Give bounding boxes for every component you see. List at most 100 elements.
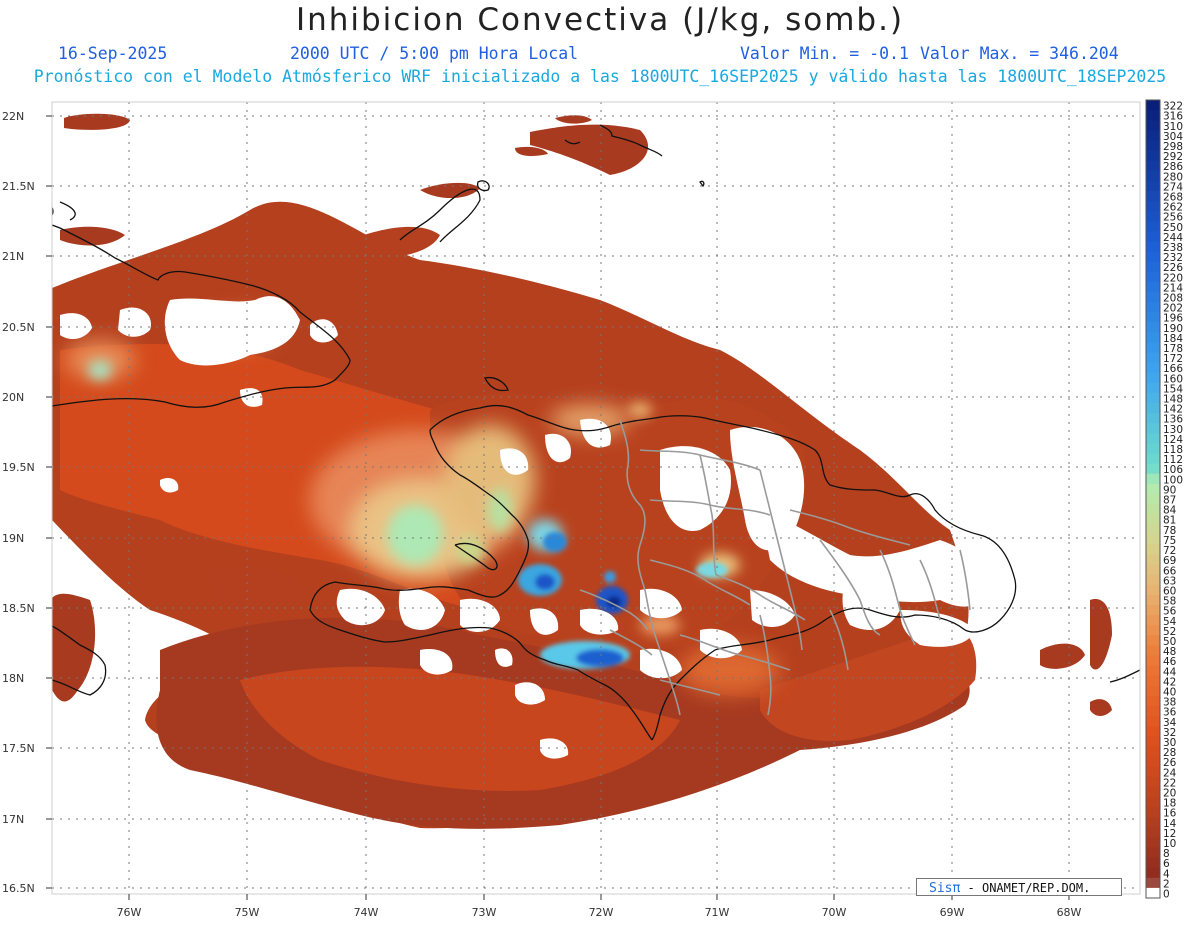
colorbar-swatch bbox=[1146, 625, 1160, 636]
colorbar-swatch bbox=[1146, 302, 1160, 313]
colorbar-swatch bbox=[1146, 322, 1160, 333]
colorbar-swatch bbox=[1146, 221, 1160, 232]
colorbar-swatch bbox=[1146, 817, 1160, 828]
colorbar-swatch bbox=[1146, 120, 1160, 131]
colorbar-swatch bbox=[1146, 130, 1160, 141]
colorbar-label: 136 bbox=[1163, 414, 1183, 426]
colorbar-label: 130 bbox=[1163, 424, 1183, 436]
colorbar-swatch bbox=[1146, 524, 1160, 535]
colorbar-swatch bbox=[1146, 736, 1160, 747]
colorbar-label: 232 bbox=[1163, 252, 1183, 264]
colorbar-swatch bbox=[1146, 150, 1160, 162]
colorbar-swatch bbox=[1146, 463, 1160, 475]
colorbar-label: 160 bbox=[1163, 373, 1183, 385]
colorbar-label: 286 bbox=[1163, 161, 1183, 173]
colorbar-label: 66 bbox=[1163, 565, 1177, 577]
colorbar-label: 214 bbox=[1163, 282, 1183, 294]
lat-label: 17N bbox=[2, 813, 24, 826]
province-borders bbox=[579, 419, 971, 716]
colorbar-swatch bbox=[1146, 271, 1160, 283]
colorbar-swatch bbox=[1146, 160, 1160, 172]
colorbar-label: 226 bbox=[1163, 262, 1183, 274]
credit-box: Sisπ - ONAMET/REP.DOM. bbox=[916, 878, 1122, 896]
colorbar-swatch bbox=[1146, 847, 1160, 859]
colorbar-label: 304 bbox=[1163, 131, 1183, 143]
colorbar-label: 322 bbox=[1163, 101, 1183, 113]
colorbar-swatch bbox=[1146, 857, 1160, 869]
lon-label: 75W bbox=[235, 906, 260, 919]
lon-label: 70W bbox=[822, 906, 847, 919]
colorbar-swatch bbox=[1146, 483, 1160, 495]
colorbar-swatch bbox=[1146, 574, 1160, 586]
colorbar-swatch bbox=[1146, 241, 1160, 253]
colorbar-label: 208 bbox=[1163, 293, 1183, 305]
colorbar-swatch bbox=[1146, 605, 1160, 616]
colorbar-label: 220 bbox=[1163, 272, 1183, 284]
lon-label: 76W bbox=[117, 906, 142, 919]
colorbar-swatch bbox=[1146, 564, 1160, 576]
min-value: Valor Min. = -0.1 bbox=[740, 44, 909, 63]
colorbar-swatch bbox=[1146, 110, 1160, 121]
lat-label: 16.5N bbox=[2, 882, 35, 895]
plot-frame bbox=[51, 101, 1141, 895]
longitude-labels: 76W 75W 74W 73W 72W 71W 70W 69W 68W bbox=[117, 906, 1082, 919]
colorbar-label: 54 bbox=[1163, 616, 1177, 628]
colorbar-label: 75 bbox=[1163, 535, 1176, 547]
colorbar-label: 2 bbox=[1163, 878, 1170, 890]
colorbar-label: 292 bbox=[1163, 151, 1183, 163]
colorbar-label: 298 bbox=[1163, 141, 1183, 153]
colorbar-swatch bbox=[1146, 392, 1160, 404]
colorbar-label: 56 bbox=[1163, 606, 1177, 618]
colorbar-swatch bbox=[1146, 100, 1160, 111]
colorbar-label: 256 bbox=[1163, 212, 1183, 224]
colorbar-label: 36 bbox=[1163, 707, 1177, 719]
colorbar-label: 12 bbox=[1163, 828, 1176, 840]
colorbar-label: 0 bbox=[1163, 888, 1170, 900]
lat-label: 19.5N bbox=[2, 461, 35, 474]
colorbar-swatch bbox=[1146, 665, 1160, 677]
colorbar-swatch bbox=[1146, 423, 1160, 434]
coastlines bbox=[52, 124, 1140, 741]
colorbar-swatch bbox=[1146, 453, 1160, 465]
lat-label: 17.5N bbox=[2, 742, 35, 755]
colorbar-swatch bbox=[1146, 807, 1160, 818]
colorbar-label: 4 bbox=[1163, 868, 1170, 880]
colorbar-label: 72 bbox=[1163, 545, 1176, 557]
colorbar-swatch bbox=[1146, 291, 1160, 303]
forecast-description: Pronóstico con el Modelo Atmósferico WRF… bbox=[33, 67, 1167, 86]
colorbar-label: 63 bbox=[1163, 575, 1176, 587]
colorbar-label: 22 bbox=[1163, 777, 1176, 789]
colorbar-label: 16 bbox=[1163, 808, 1177, 820]
colorbar-swatch bbox=[1146, 493, 1160, 505]
colorbar-swatch bbox=[1146, 514, 1160, 525]
colorbar-swatch bbox=[1146, 675, 1160, 687]
colorbar-swatch bbox=[1146, 332, 1160, 343]
colorbar-label: 202 bbox=[1163, 303, 1183, 315]
colorbar-swatch bbox=[1146, 706, 1160, 717]
colorbar-swatch bbox=[1146, 382, 1160, 394]
map-grid bbox=[52, 102, 1140, 894]
lat-label: 19N bbox=[2, 532, 24, 545]
colorbar-label: 24 bbox=[1163, 767, 1177, 779]
colorbar-swatch bbox=[1146, 584, 1160, 596]
forecast-date: 16-Sep-2025 bbox=[58, 44, 168, 63]
brand-label: Sisπ bbox=[929, 881, 961, 896]
max-value: Valor Max. = 346.204 bbox=[920, 44, 1119, 63]
colorbar-label: 184 bbox=[1163, 333, 1183, 345]
colorbar-label: 78 bbox=[1163, 525, 1176, 537]
colorbar-label: 30 bbox=[1163, 737, 1176, 749]
credit-text: - ONAMET/REP.DOM. bbox=[960, 881, 1091, 895]
colorbar-label: 124 bbox=[1163, 434, 1183, 446]
colorbar-swatch bbox=[1146, 352, 1160, 364]
colorbar-label: 166 bbox=[1163, 363, 1183, 375]
colorbar-label: 14 bbox=[1163, 818, 1177, 830]
colorbar-label: 118 bbox=[1163, 444, 1183, 456]
colorbar-label: 52 bbox=[1163, 626, 1176, 638]
colorbar-label: 6 bbox=[1163, 858, 1170, 870]
colorbar-swatch bbox=[1146, 201, 1160, 212]
colorbar-swatch bbox=[1146, 190, 1160, 202]
colorbar-swatch bbox=[1146, 594, 1160, 606]
lat-label: 20.5N bbox=[2, 321, 35, 334]
colorbar-swatch bbox=[1146, 827, 1160, 838]
lon-label: 74W bbox=[354, 906, 379, 919]
